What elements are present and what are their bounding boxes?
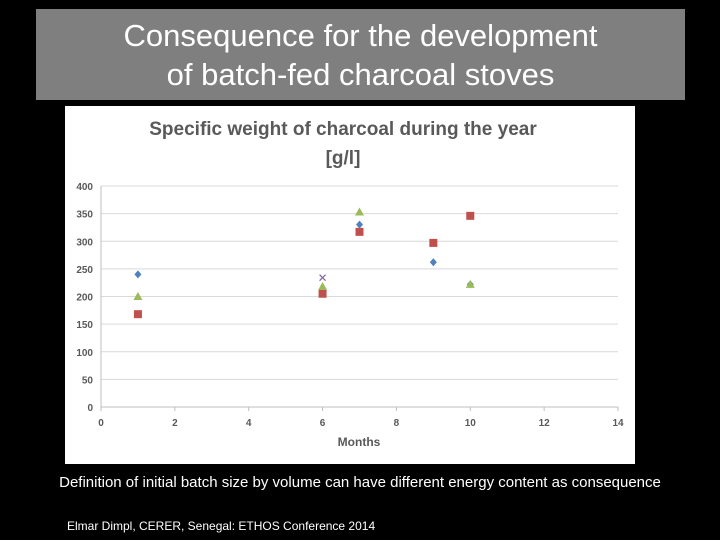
- chart-panel: Specific weight of charcoal during the y…: [65, 106, 635, 464]
- y-tick-label: 300: [76, 237, 93, 248]
- data-point-triangle: [133, 292, 143, 300]
- data-point-diamond: [429, 258, 437, 267]
- chart-title: Specific weight of charcoal during the y…: [149, 119, 537, 140]
- chart-subtitle: [g/l]: [326, 148, 361, 169]
- data-point-diamond: [356, 220, 363, 229]
- slide-title-box: Consequence for the development of batch…: [36, 9, 685, 100]
- x-tick-label: 10: [465, 418, 477, 429]
- y-tick-label: 100: [76, 348, 93, 359]
- x-tick-label: 14: [612, 418, 624, 429]
- data-point-square: [466, 211, 475, 220]
- x-tick-label: 8: [394, 418, 400, 429]
- data-point-square: [318, 289, 327, 298]
- x-tick-label: 2: [172, 418, 178, 429]
- slide-title: Consequence for the development of batch…: [123, 17, 598, 92]
- x-tick-label: 12: [539, 418, 551, 429]
- x-tick-label: 0: [98, 418, 104, 429]
- y-tick-label: 0: [87, 403, 93, 414]
- data-point-triangle: [355, 207, 364, 216]
- data-point-square: [429, 238, 438, 247]
- x-axis-label: Months: [338, 435, 381, 449]
- data-point-triangle: [465, 279, 475, 288]
- y-tick-label: 350: [76, 210, 93, 221]
- data-point-triangle: [318, 282, 328, 291]
- scatter-chart: Specific weight of charcoal during the y…: [76, 119, 624, 449]
- x-tick-label: 6: [320, 418, 326, 429]
- x-tick-label: 4: [246, 418, 252, 429]
- data-point-square: [133, 310, 142, 319]
- data-point-square: [355, 227, 364, 236]
- y-tick-label: 400: [76, 182, 93, 193]
- data-point-x: [319, 274, 326, 282]
- data-point-diamond: [134, 270, 142, 279]
- slide-footer: Elmar Dimpl, CERER, Senegal: ETHOS Confe…: [67, 519, 376, 533]
- slide-caption: Definition of initial batch size by volu…: [59, 474, 661, 491]
- y-tick-label: 200: [76, 293, 93, 304]
- y-tick-label: 50: [82, 375, 94, 386]
- y-tick-label: 150: [76, 320, 93, 331]
- y-tick-label: 250: [76, 265, 93, 276]
